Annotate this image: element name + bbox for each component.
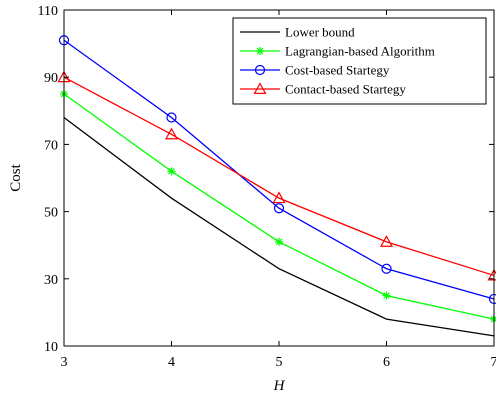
data-point bbox=[275, 237, 283, 246]
legend-marker bbox=[254, 64, 266, 76]
data-point bbox=[273, 203, 285, 214]
x-tick-label: 4 bbox=[168, 355, 175, 370]
legend-marker bbox=[256, 47, 264, 55]
y-axis-label: Cost bbox=[8, 163, 24, 191]
data-point bbox=[382, 291, 391, 300]
x-tick-label: 7 bbox=[491, 355, 496, 370]
data-point bbox=[379, 235, 394, 247]
data-point bbox=[167, 167, 176, 176]
legend-item: Contact-based Startegy bbox=[240, 82, 406, 97]
data-point bbox=[272, 191, 286, 204]
y-tick-label: 50 bbox=[44, 206, 58, 221]
series-layer bbox=[57, 35, 496, 337]
legend-label: Cost-based Startegy bbox=[285, 63, 390, 78]
series-lower-bound bbox=[63, 117, 495, 337]
y-tick-label: 70 bbox=[44, 138, 58, 153]
legend-item: Lower bound bbox=[240, 25, 355, 40]
data-point bbox=[166, 112, 177, 123]
legend-label: Lower bound bbox=[285, 25, 355, 40]
x-tick-label: 3 bbox=[61, 355, 68, 370]
ticks-layer: 3 4 5 6 7 10 30 50 70 90 110 bbox=[38, 4, 496, 370]
x-tick-label: 5 bbox=[276, 355, 283, 370]
y-tick-label: 30 bbox=[44, 273, 58, 288]
legend: Lower bound Lagrangian-based Algorithm Cos… bbox=[232, 17, 487, 105]
legend-label: Contact-based Startegy bbox=[285, 82, 406, 97]
data-point bbox=[490, 315, 496, 324]
series-line bbox=[63, 39, 495, 300]
legend-item: Lagrangian-based Algorithm bbox=[240, 44, 435, 59]
legend-label: Lagrangian-based Algorithm bbox=[285, 44, 435, 59]
series-line bbox=[63, 117, 495, 337]
y-tick-label: 110 bbox=[38, 4, 58, 19]
x-axis-label: H bbox=[273, 378, 286, 394]
legend-item: Cost-based Startegy bbox=[240, 63, 390, 78]
series-line bbox=[63, 76, 495, 277]
x-tick-label: 6 bbox=[383, 355, 390, 370]
data-point bbox=[164, 127, 179, 140]
data-point bbox=[381, 263, 392, 274]
legend-marker bbox=[253, 82, 267, 95]
y-tick-label: 90 bbox=[44, 71, 58, 86]
series-line bbox=[63, 93, 495, 320]
y-tick-label: 10 bbox=[44, 340, 58, 355]
